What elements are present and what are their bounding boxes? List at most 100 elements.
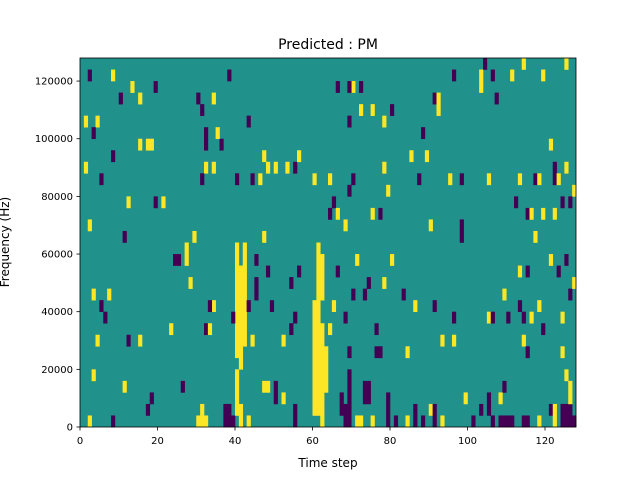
heatmap-cell <box>533 230 538 243</box>
heatmap-cell <box>432 92 437 105</box>
heatmap-cell <box>200 104 205 116</box>
heatmap-cell <box>328 323 333 336</box>
heatmap-cell <box>370 104 375 116</box>
heatmap-cell <box>111 150 116 163</box>
heatmap-cell <box>548 138 554 151</box>
heatmap-cell <box>452 69 457 82</box>
heatmap-cell <box>421 415 426 428</box>
heatmap-cell <box>525 346 530 359</box>
heatmap-cell <box>328 207 333 220</box>
y-tick-label: 20000 <box>41 365 73 376</box>
heatmap-cell <box>227 403 232 428</box>
heatmap-cell <box>564 58 569 70</box>
axes: 0 20 40 60 80 100 120 0 20000 40000 60000 80000 1000… <box>35 57 577 447</box>
y-tick-label: 120000 <box>35 77 73 88</box>
heatmap-cell <box>153 81 158 93</box>
x-tick-label: 120 <box>535 436 554 447</box>
heatmap-cell <box>207 323 213 336</box>
x-tick-label: 0 <box>77 436 83 447</box>
heatmap-cell <box>126 196 131 209</box>
heatmap-cell <box>231 415 236 428</box>
heatmap-cell <box>548 403 554 416</box>
heatmap-cell <box>537 173 542 186</box>
heatmap-cell <box>343 219 348 232</box>
heatmap-cell <box>351 81 356 93</box>
heatmap-cell <box>320 323 325 428</box>
heatmap-cell <box>204 415 209 428</box>
heatmap-cell <box>95 115 100 128</box>
heatmap-cell <box>355 415 360 428</box>
heatmap-cell <box>211 300 216 312</box>
heatmap-cell <box>238 403 244 428</box>
heatmap-cell <box>242 242 247 347</box>
heatmap-cell <box>490 415 495 428</box>
heatmap-cell <box>254 254 259 266</box>
heatmap-cell <box>204 161 209 174</box>
heatmap-cell <box>99 173 104 186</box>
heatmap-cell <box>285 161 290 174</box>
heatmap-cell <box>145 138 151 151</box>
heatmap-cell <box>99 300 104 312</box>
heatmap-cell <box>506 415 511 428</box>
heatmap-cell <box>560 311 565 324</box>
heatmap-cell <box>200 403 205 428</box>
heatmap-cell <box>541 323 546 336</box>
heatmap-cell <box>254 277 259 301</box>
heatmap-cell <box>289 323 294 336</box>
y-tick-label: 80000 <box>41 192 73 203</box>
heatmap-cell <box>552 161 557 186</box>
heatmap-cell <box>87 69 92 82</box>
heatmap-cell <box>479 403 484 416</box>
heatmap-cell <box>111 415 116 428</box>
heatmap-cell <box>188 277 193 289</box>
heatmap-cell <box>87 415 92 428</box>
heatmap-cell <box>428 403 433 416</box>
heatmap-cell <box>149 138 154 151</box>
heatmap-cell <box>432 300 437 312</box>
heatmap-cell <box>138 92 143 105</box>
heatmap-cell <box>324 346 329 393</box>
heatmap-cell <box>184 242 189 266</box>
heatmap-cell <box>537 415 542 428</box>
heatmap-cell <box>262 230 267 243</box>
heatmap-cell <box>498 392 503 405</box>
heatmap-cell <box>486 311 492 324</box>
heatmap-cell <box>362 288 368 301</box>
heatmap-cell <box>111 69 116 82</box>
heatmap-cell <box>382 115 387 128</box>
x-tick-label: 100 <box>458 436 477 447</box>
heatmap-cell <box>297 150 302 163</box>
heatmap-cell <box>246 115 251 128</box>
x-axis-label: Time step <box>297 456 357 470</box>
heatmap-cell <box>347 115 352 128</box>
heatmap-cell <box>440 334 445 347</box>
heatmap-cell <box>506 311 511 324</box>
heatmap-cell <box>347 369 352 428</box>
heatmap-cell <box>521 311 526 324</box>
heatmap-cell <box>161 196 166 209</box>
x-tick-label: 80 <box>384 436 397 447</box>
heatmap-cell <box>227 69 232 82</box>
heatmap-cell <box>343 403 348 428</box>
heatmap-cell <box>87 219 92 232</box>
heatmap-cell <box>219 138 224 151</box>
heatmap-cell <box>293 311 298 324</box>
heatmap-cell <box>459 173 464 186</box>
heatmap-cell <box>130 81 135 93</box>
heatmap-cell <box>312 173 317 186</box>
heatmap-cell <box>502 380 507 393</box>
heatmap-cell <box>568 403 573 428</box>
heatmap-cell <box>378 207 383 220</box>
heatmap-cell <box>235 369 240 416</box>
heatmap-cell <box>91 127 96 140</box>
heatmap-cell <box>293 403 298 428</box>
heatmap-cell <box>262 150 267 163</box>
heatmap-cell <box>83 115 89 128</box>
heatmap-cell <box>390 104 395 116</box>
heatmap-cell <box>428 219 433 232</box>
heatmap-cell <box>126 334 131 347</box>
heatmap-cell <box>517 265 523 278</box>
heatmap-cell <box>390 254 395 266</box>
heatmap-cell <box>118 92 123 105</box>
